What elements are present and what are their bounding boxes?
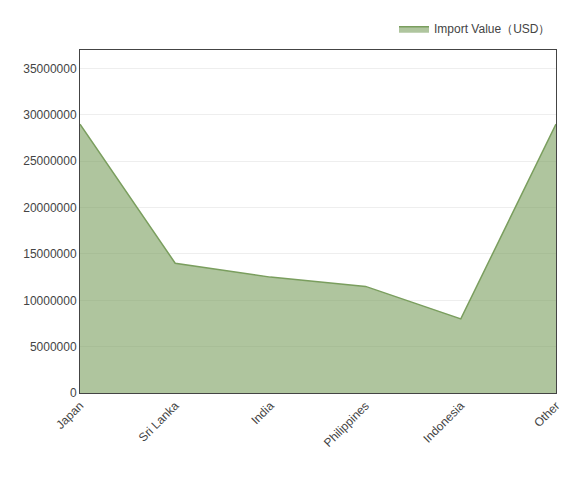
svg-text:30000000: 30000000 (23, 108, 77, 122)
svg-text:India: India (248, 399, 277, 428)
svg-text:Import Value（USD）: Import Value（USD） (434, 22, 550, 36)
svg-text:Japan: Japan (53, 399, 86, 432)
svg-text:Other: Other (531, 399, 562, 430)
svg-text:Indonesia: Indonesia (420, 399, 467, 446)
svg-text:5000000: 5000000 (30, 340, 77, 354)
svg-text:0: 0 (70, 386, 77, 400)
svg-text:35000000: 35000000 (23, 62, 77, 76)
svg-text:10000000: 10000000 (23, 294, 77, 308)
svg-text:20000000: 20000000 (23, 201, 77, 215)
svg-text:Sri Lanka: Sri Lanka (136, 399, 182, 445)
svg-text:25000000: 25000000 (23, 154, 77, 168)
svg-text:Philippines: Philippines (321, 399, 372, 450)
svg-text:15000000: 15000000 (23, 247, 77, 261)
